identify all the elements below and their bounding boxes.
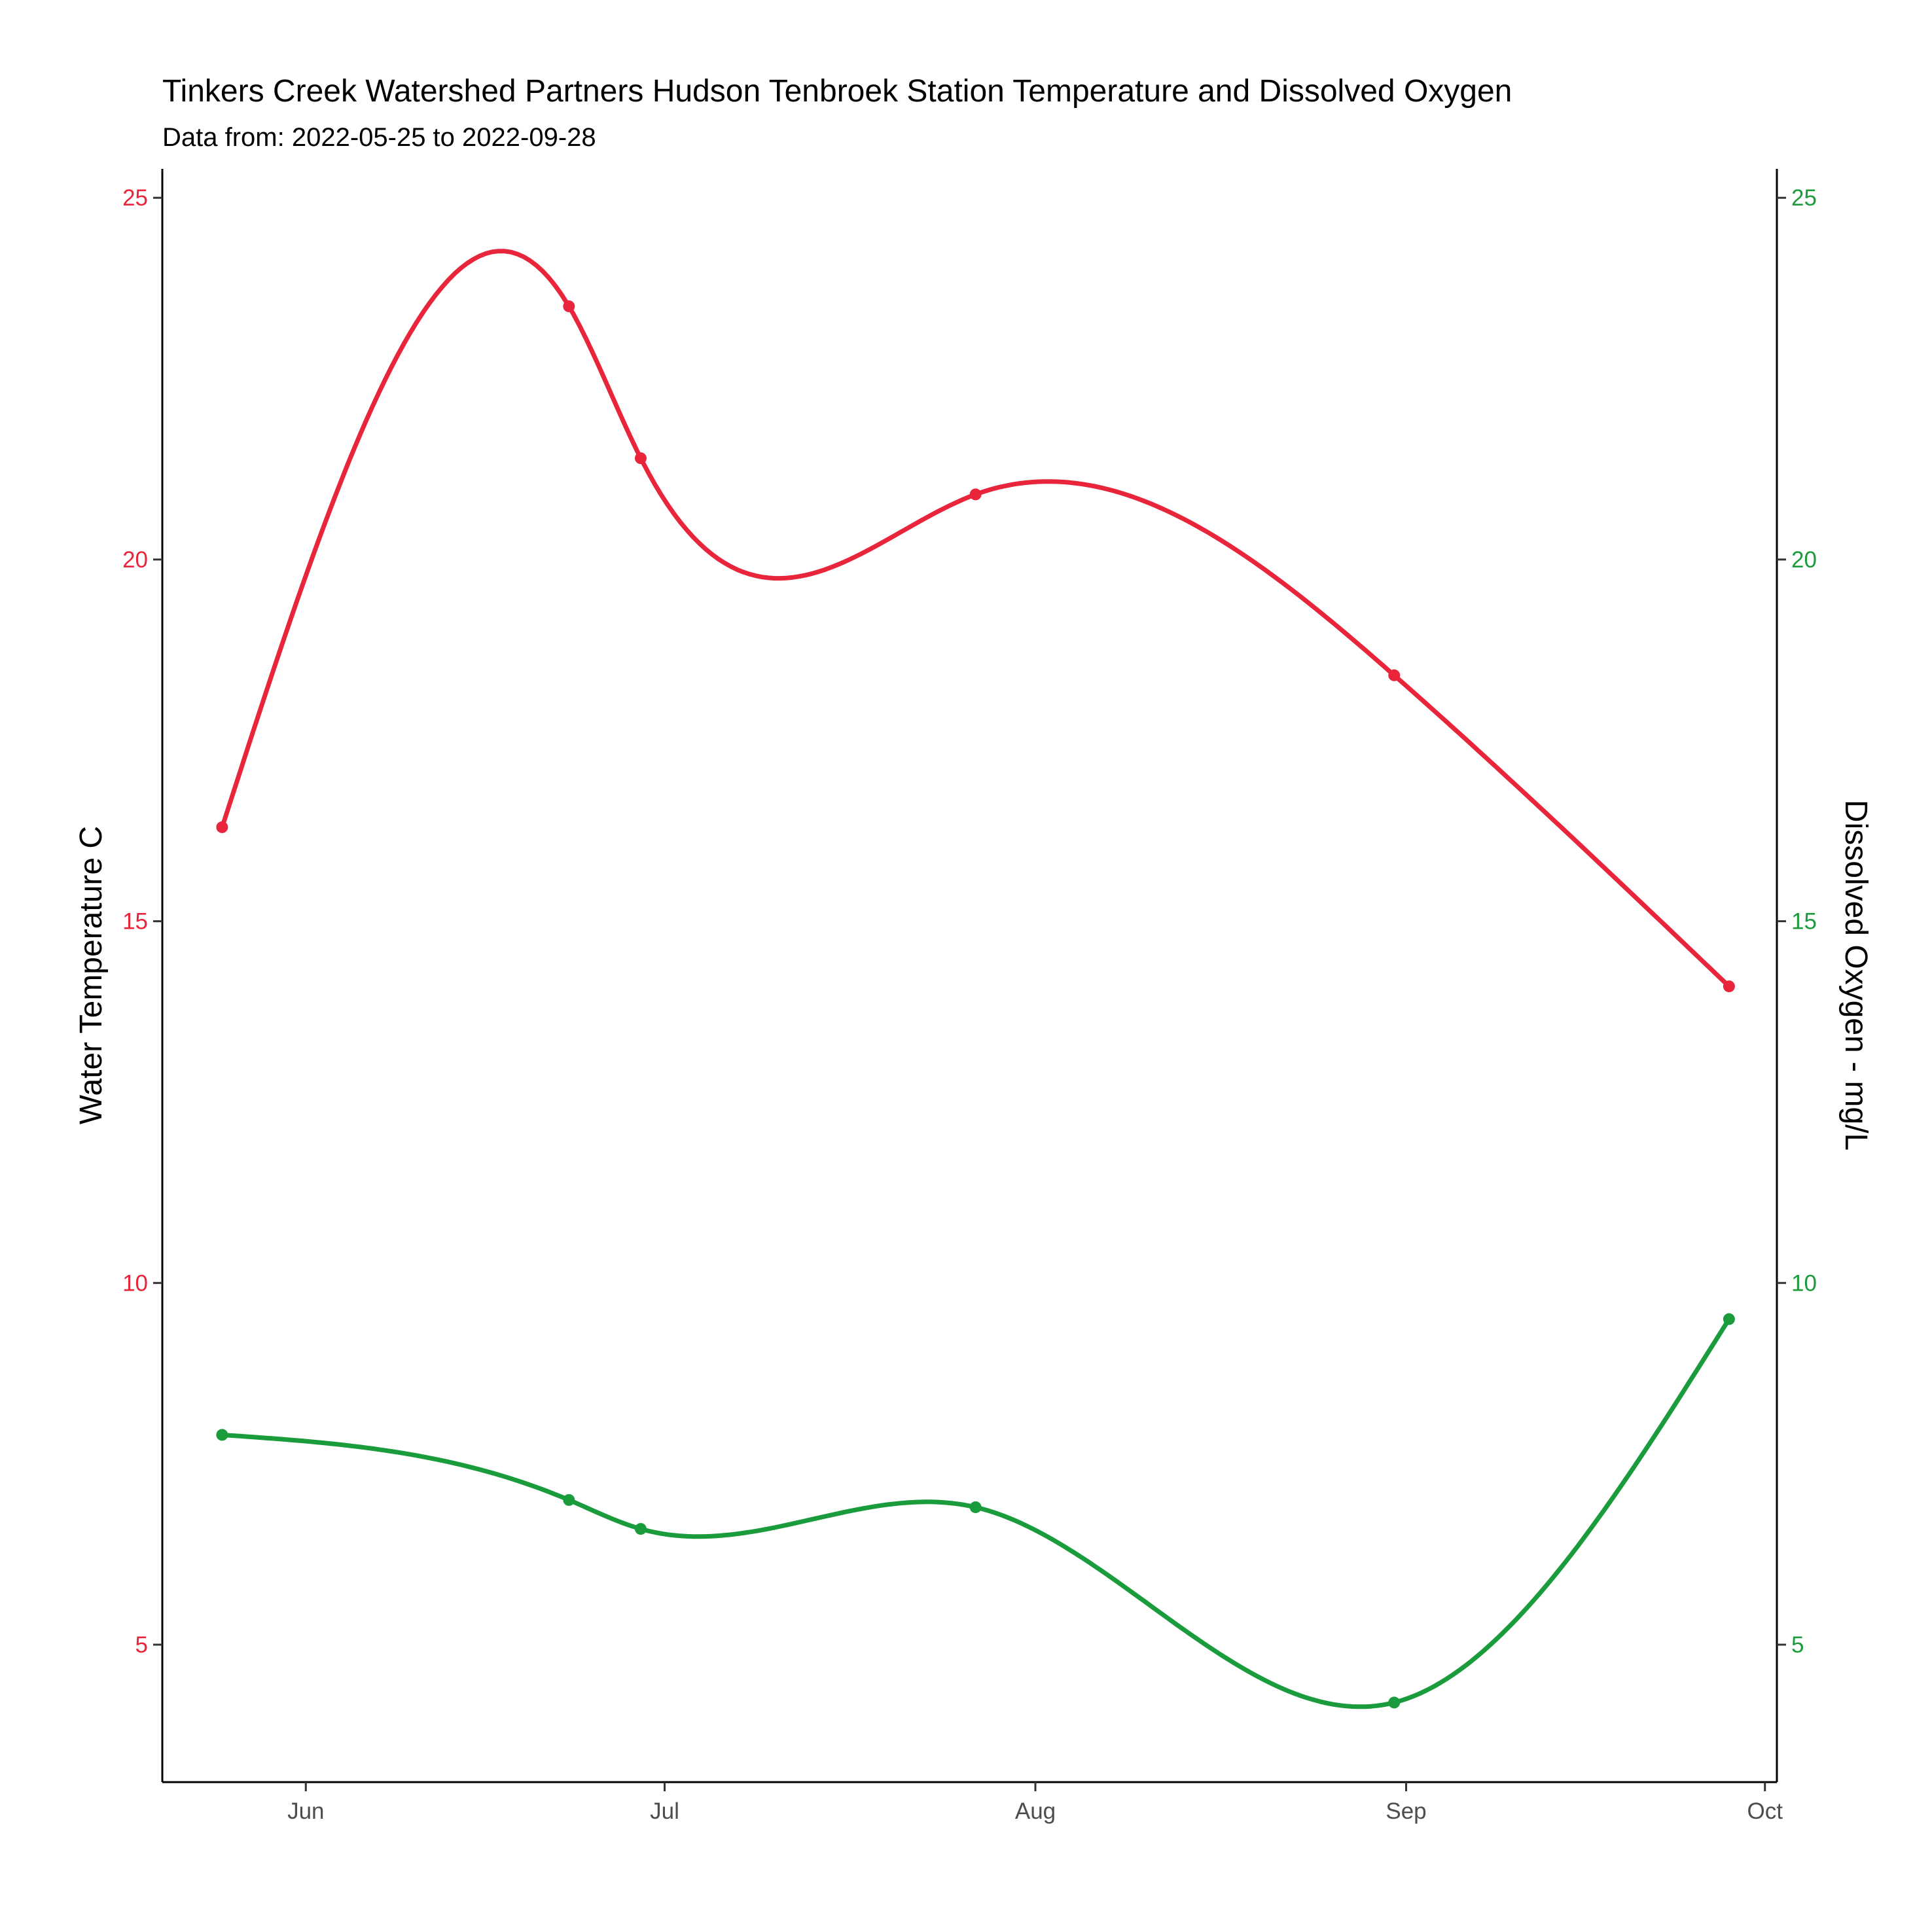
left-tick-label: 25 [122,185,148,211]
data-point-dissolved-oxygen [216,1429,228,1441]
data-point-water-temperature [1388,669,1401,681]
data-point-water-temperature [216,821,228,833]
x-tick-label: Jun [287,1798,324,1824]
right-tick-label: 10 [1791,1270,1817,1296]
x-tick-label: Oct [1747,1798,1783,1824]
data-point-dissolved-oxygen [634,1523,647,1535]
x-axis-ticks: Jun Jul Aug Sep Oct [287,1782,1783,1824]
left-tick-label: 20 [122,547,148,573]
x-tick-label: Sep [1386,1798,1426,1824]
chart-title: Tinkers Creek Watershed Partners Hudson … [162,74,1512,109]
left-tick-label: 10 [122,1270,148,1296]
left-axis-ticks: 5 10 15 20 25 [122,185,162,1658]
series-line-water-temperature [219,249,1732,989]
data-point-dissolved-oxygen [1388,1696,1401,1709]
data-point-dissolved-oxygen [563,1494,575,1506]
right-axis-title: Dissolved Oxygen - mg/L [1838,800,1873,1151]
data-point-water-temperature [1723,980,1735,993]
right-tick-label: 15 [1791,909,1817,935]
right-tick-label: 5 [1791,1632,1804,1658]
left-tick-label: 15 [122,909,148,935]
data-point-dissolved-oxygen [969,1501,982,1513]
x-tick-label: Aug [1015,1798,1056,1824]
x-tick-label: Jul [650,1798,679,1824]
left-tick-label: 5 [135,1632,148,1658]
right-tick-label: 25 [1791,185,1817,211]
left-axis-title: Water Temperature C [74,826,109,1124]
series-layer [216,249,1735,1709]
right-tick-label: 20 [1791,547,1817,573]
data-point-water-temperature [634,452,647,465]
axes [161,169,1778,1783]
data-point-water-temperature [969,488,982,501]
data-point-dissolved-oxygen [1723,1313,1735,1325]
chart-subtitle: Data from: 2022-05-25 to 2022-09-28 [162,123,596,152]
data-point-water-temperature [563,300,575,313]
right-axis-ticks: 5 10 15 20 25 [1777,185,1817,1658]
